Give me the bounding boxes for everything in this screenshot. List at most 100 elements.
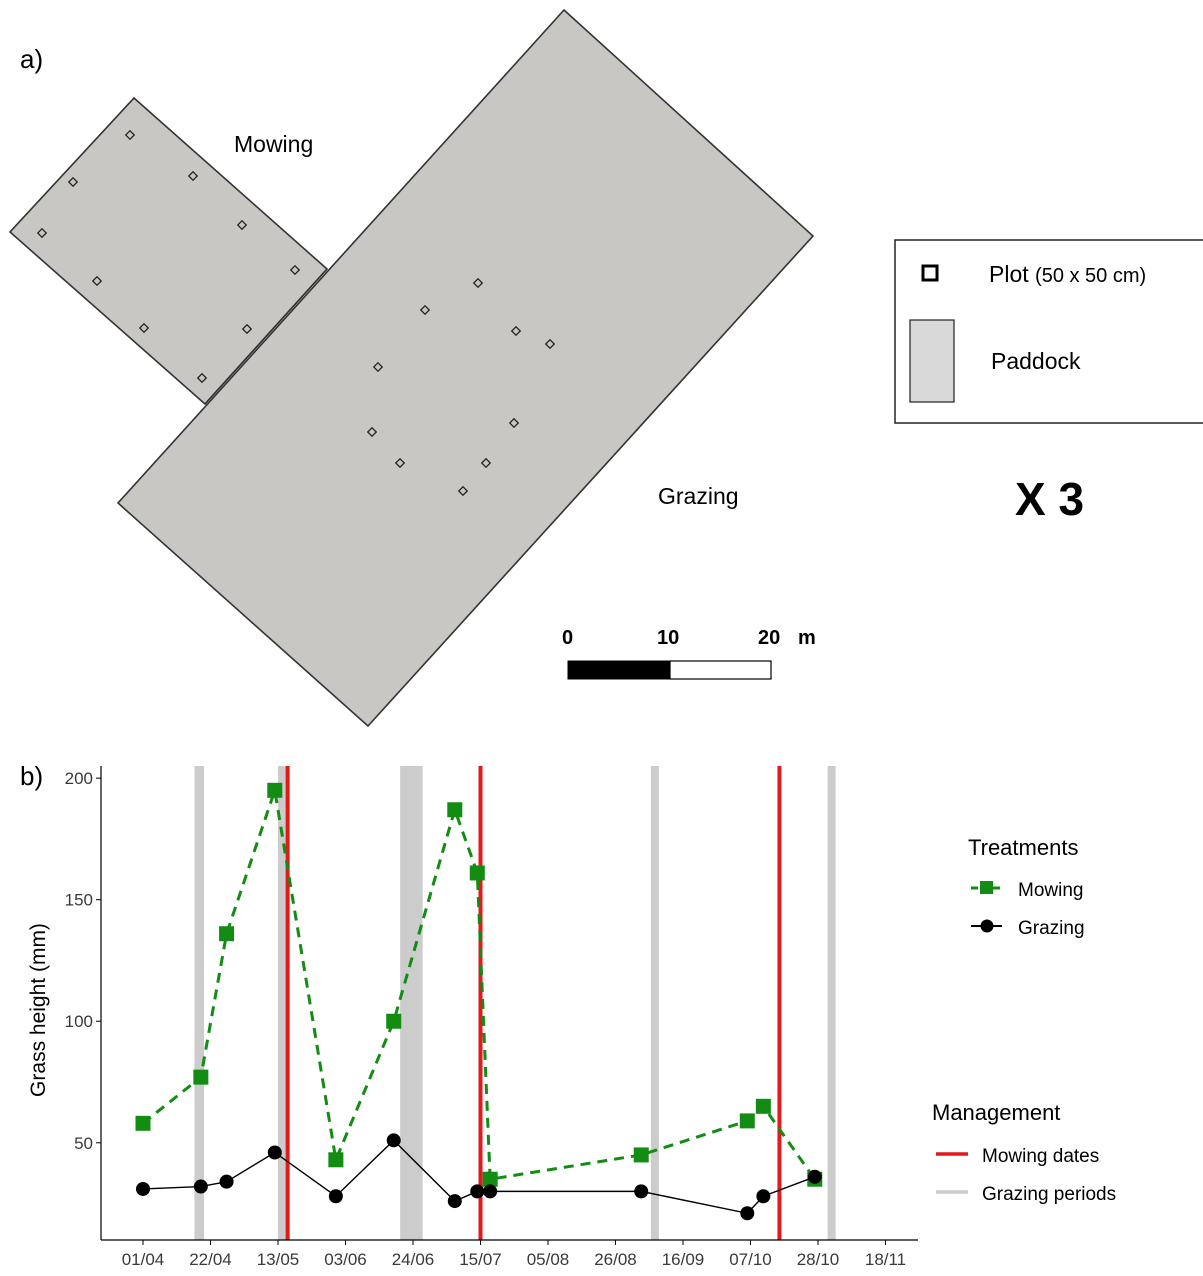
plot-size-label: (50 x 50 cm) [1035,265,1146,287]
mowing-data-point [469,865,485,881]
scale-unit: m [798,627,816,649]
plot-marker [508,417,520,429]
grazing-data-point [219,1174,234,1189]
plot-marker [196,372,208,384]
y-tick-label: 200 [65,769,93,788]
grazing-period-band [400,766,423,1240]
plot-marker [187,170,199,182]
management-legend-title: Management [932,1100,1060,1125]
x-tick-label: 03/06 [324,1250,367,1269]
plot-marker [480,457,492,469]
mowing-data-point [267,782,283,798]
grazing-plots [366,277,556,497]
panel-a-label: a) [20,44,43,74]
treatments-legend: Treatments Mowing Grazing [968,835,1085,939]
mowing-data-point [755,1098,771,1114]
plot-marker [91,275,103,287]
treatments-legend-title: Treatments [968,835,1078,860]
mowing-data-point [447,802,463,818]
x-tick-label: 16/09 [662,1250,705,1269]
plot-marker [289,264,301,276]
grazing-data-point [756,1189,771,1204]
plot-marker [124,129,136,141]
map-legend: Plot (50 x 50 cm) Paddock [894,239,1203,424]
grazing-period-band [278,766,288,1240]
grazing-periods-legend-label: Grazing periods [982,1184,1116,1205]
mowing-data-point [482,1171,498,1187]
paddock-legend-label: Paddock [991,348,1081,374]
plot-marker [241,323,253,335]
y-tick-label: 150 [65,891,93,910]
y-tick-label: 100 [65,1012,93,1031]
replicate-label: X 3 [1015,473,1084,525]
plot-marker [457,485,469,497]
svg-text:Plot (50 x 50 cm): Plot (50 x 50 cm) [989,261,1146,287]
plot-marker [472,277,484,289]
mowing-dates-legend-label: Mowing dates [982,1146,1099,1167]
paddock-legend-icon [909,319,955,403]
grazing-period-band [650,766,659,1240]
plot-marker [67,176,79,188]
x-tick-label: 28/10 [797,1250,840,1269]
mowing-data-point [633,1147,649,1163]
scale-bar: 0 10 20 m [562,627,816,680]
grazing-data-point [740,1206,755,1221]
plot-marker [544,338,556,350]
mowing-legend-marker [980,881,993,894]
plot-marker [372,361,384,373]
mowing-data-point [328,1152,344,1168]
mowing-data-point [386,1013,402,1029]
grazing-data-point [634,1184,649,1199]
grazing-data-point [807,1169,822,1184]
x-tick-label: 01/04 [122,1250,165,1269]
panel-b: b) 50 100 150 200 01/04 22/04 13/05 03/06 24/06 1… [20,761,1116,1269]
plot-marker [138,322,150,334]
x-tick-label: 05/08 [527,1250,570,1269]
scale-bar-white [669,660,772,680]
mowing-data-point [739,1113,755,1129]
grazing-data-point [193,1179,208,1194]
grazing-paddock-label: Grazing [658,483,739,509]
plot-marker [510,325,522,337]
scale-tick-0: 0 [562,627,573,649]
grazing-period-band [194,766,205,1240]
plot-legend-label: Plot [989,261,1029,287]
mowing-paddock-label: Mowing [234,131,313,157]
grazing-data-point [447,1194,462,1209]
mowing-data-point [135,1115,151,1131]
grazing-legend-label: Grazing [1018,918,1085,939]
y-tick-label: 50 [74,1134,93,1153]
mowing-data-point [193,1069,209,1085]
plot-marker [36,227,48,239]
grazing-data-point [386,1133,401,1148]
grazing-data-point [267,1145,282,1160]
plot-legend-icon [921,264,939,282]
x-tick-label: 07/10 [729,1250,772,1269]
panel-b-label: b) [20,761,43,791]
x-tick-label: 13/05 [257,1250,300,1269]
plot-marker [419,304,431,316]
x-tick-label: 15/07 [459,1250,502,1269]
mowing-data-point [219,926,235,942]
grazing-data-point [470,1184,485,1199]
panel-a: a) [8,8,1203,728]
grazing-data-point [136,1181,150,1196]
plot-marker [366,426,378,438]
x-tick-label: 24/06 [392,1250,435,1269]
scale-tick-20: 20 [758,627,780,649]
scale-bar-black [567,660,671,680]
management-legend: Management Mowing dates Grazing periods [932,1100,1116,1205]
y-axis-title: Grass height (mm) [27,923,50,1097]
x-tick-label: 22/04 [189,1250,232,1269]
plot-marker [394,457,406,469]
grazing-paddock [116,8,815,728]
grazing-period-band [827,766,836,1240]
mowing-plots [36,129,301,384]
grazing-legend-marker [980,919,994,933]
x-tick-label: 26/08 [594,1250,637,1269]
grass-height-chart: 50 100 150 200 01/04 22/04 13/05 03/06 24/06 15/0… [65,766,918,1269]
x-tick-label: 18/11 [865,1250,906,1269]
plot-marker [236,219,248,231]
grazing-data-point [328,1189,343,1204]
grazing-data-point [483,1184,498,1199]
